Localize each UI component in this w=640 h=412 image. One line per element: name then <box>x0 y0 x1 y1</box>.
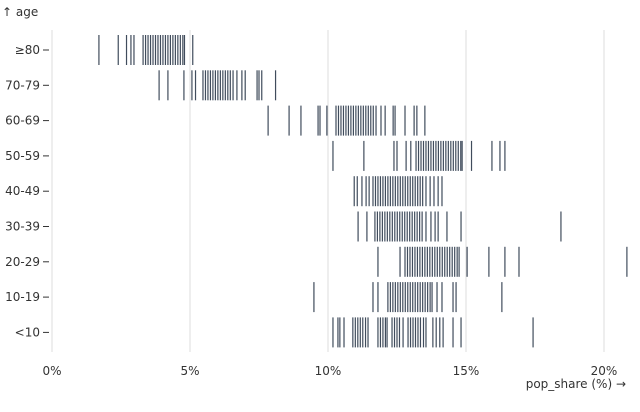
grid-lines <box>51 30 605 352</box>
y-axis: ≥80 70-79 60-69 50-59 40-49 30-39 20-29 10-19 <1… <box>5 43 49 339</box>
y-tick-label: 70-79 <box>5 78 40 92</box>
tick-marks <box>98 35 628 348</box>
x-tick-label: 10% <box>315 364 342 378</box>
x-axis: 0% 5% 10% 15% 20% <box>42 364 617 378</box>
x-tick-label: 20% <box>591 364 618 378</box>
x-axis-label: pop_share (%) → <box>526 377 626 391</box>
y-tick-label: 20-29 <box>5 255 40 269</box>
y-tick-label: 60-69 <box>5 114 40 128</box>
x-tick-label: 5% <box>180 364 199 378</box>
y-tick-label: 50-59 <box>5 149 40 163</box>
y-tick-label: 10-19 <box>5 290 40 304</box>
y-axis-label: ↑ age <box>2 5 38 19</box>
y-tick-label: ≥80 <box>15 43 40 57</box>
y-tick-label: <10 <box>15 325 40 339</box>
x-tick-label: 15% <box>453 364 480 378</box>
y-tick-label: 30-39 <box>5 220 40 234</box>
x-tick-label: 0% <box>42 364 61 378</box>
y-tick-label: 40-49 <box>5 184 40 198</box>
